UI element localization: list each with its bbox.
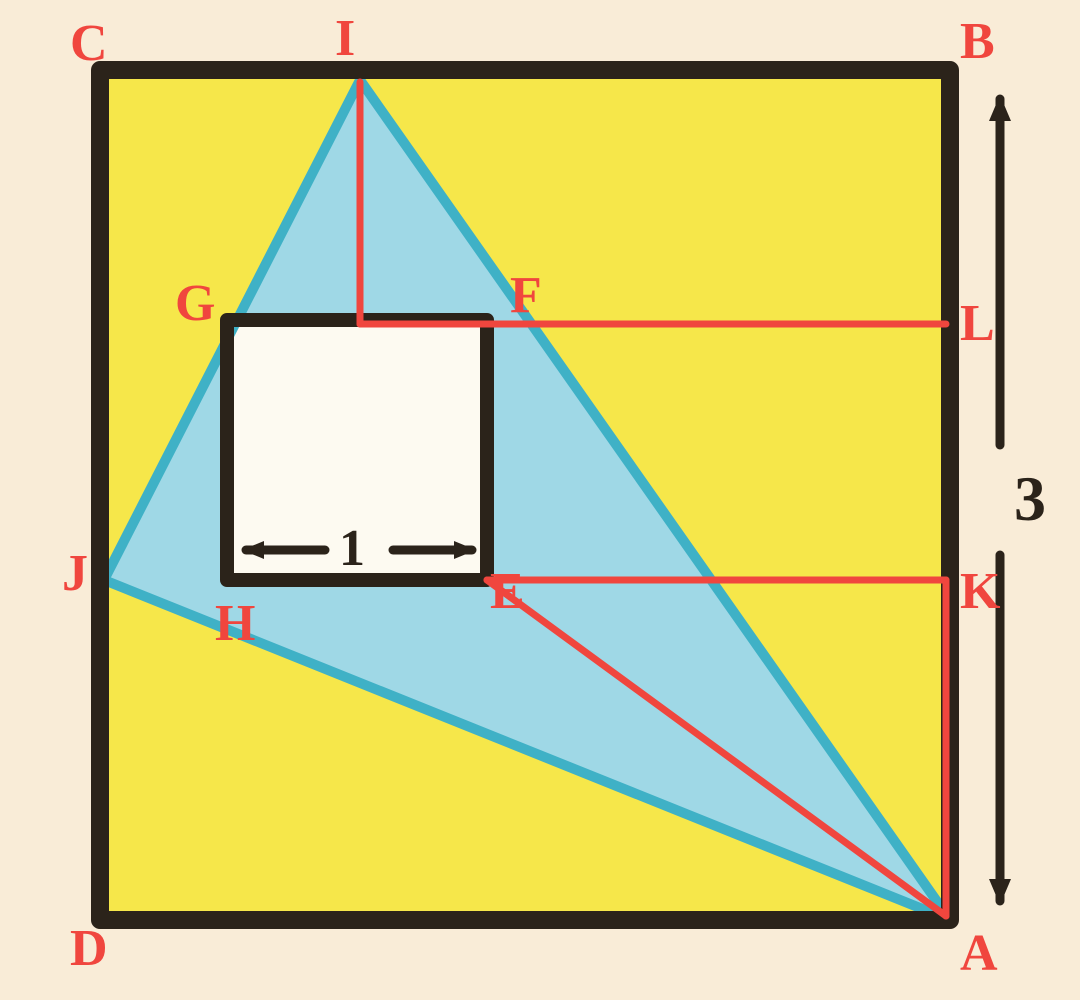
point-label-f: F: [510, 267, 542, 324]
point-label-h: H: [215, 595, 255, 652]
point-label-l: L: [960, 295, 995, 352]
point-label-a: A: [960, 925, 998, 982]
point-label-b: B: [960, 13, 995, 70]
geometry-diagram: C I B G F L J H E K D A 3 1: [0, 0, 1080, 1000]
point-label-e: E: [490, 563, 525, 620]
label-3: 3: [1014, 463, 1046, 534]
point-label-i: I: [335, 10, 355, 67]
point-label-k: K: [960, 563, 1001, 620]
point-label-c: C: [70, 15, 108, 72]
label-1: 1: [339, 520, 365, 577]
point-label-j: J: [62, 545, 88, 602]
point-label-g: G: [175, 275, 215, 332]
point-label-d: D: [70, 920, 108, 977]
